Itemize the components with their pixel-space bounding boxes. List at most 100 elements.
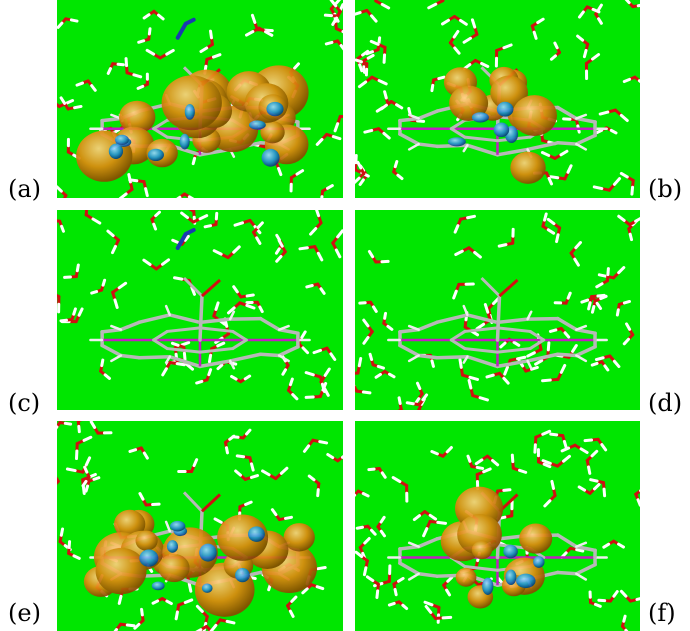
- water-molecule: [597, 590, 619, 603]
- panel-label-e: (e): [8, 599, 41, 627]
- water-molecule: [597, 266, 626, 280]
- water-molecule: [553, 291, 572, 305]
- water-molecule: [329, 0, 342, 26]
- water-molecule: [252, 221, 264, 245]
- water-molecule: [534, 341, 551, 366]
- water-molecule: [549, 432, 568, 449]
- orbital-lobe-positive: [113, 509, 146, 539]
- water-molecule: [142, 9, 165, 21]
- water-molecule: [289, 169, 305, 193]
- orbital-lobe-positive: [158, 553, 190, 583]
- water-molecules: [355, 212, 640, 410]
- water-molecule: [412, 510, 438, 522]
- water-molecule: [89, 421, 113, 435]
- water-molecule: [462, 58, 490, 71]
- orbital-lobe-positive: [135, 530, 158, 551]
- water-molecule: [387, 600, 409, 611]
- panel-label-d: (d): [648, 389, 683, 417]
- water-molecule: [298, 245, 324, 262]
- molecule-render-a: [57, 0, 343, 198]
- water-molecule: [362, 318, 374, 345]
- water-molecule: [75, 435, 93, 461]
- water-molecule: [622, 75, 640, 84]
- water-molecule: [209, 618, 236, 631]
- orbital-isosurface: [83, 509, 318, 617]
- water-molecule: [546, 217, 562, 244]
- water-molecule: [617, 214, 640, 227]
- orbital-lobe-negative: [147, 148, 164, 162]
- orbital-lobe-negative: [170, 520, 186, 532]
- orbital-lobe-negative: [248, 120, 266, 130]
- water-molecule: [376, 515, 386, 538]
- water-molecule: [391, 476, 409, 503]
- water-molecule: [615, 299, 631, 317]
- water-molecule: [326, 452, 343, 463]
- water-molecule: [261, 466, 289, 481]
- water-molecule: [592, 177, 622, 192]
- water-molecule: [57, 421, 73, 430]
- orbital-lobe-negative: [166, 540, 179, 553]
- water-molecule: [331, 229, 343, 259]
- water-molecule: [355, 357, 363, 375]
- orbital-isosurface: [76, 65, 309, 182]
- water-molecule: [305, 282, 326, 295]
- water-molecule: [595, 267, 610, 289]
- water-molecule: [562, 117, 581, 134]
- water-molecule: [287, 377, 299, 401]
- water-molecule: [106, 229, 120, 255]
- orbital-lobe-negative: [235, 568, 250, 583]
- molecule-render-c: [57, 210, 343, 401]
- orbital-lobe-positive: [512, 95, 557, 136]
- water-molecule: [369, 39, 387, 64]
- water-molecule: [590, 360, 610, 372]
- water-molecule: [374, 370, 396, 379]
- orbital-lobe-positive: [119, 100, 156, 134]
- water-molecule: [59, 96, 83, 111]
- water-molecule: [368, 352, 385, 370]
- water-molecule: [113, 622, 136, 631]
- water-molecule: [462, 18, 479, 44]
- water-molecule: [320, 184, 334, 198]
- orbital-lobe-negative: [505, 569, 517, 586]
- water-molecule: [231, 428, 252, 440]
- water-molecule: [475, 467, 492, 491]
- water-molecule: [161, 360, 186, 377]
- water-molecule: [57, 185, 68, 198]
- water-molecule: [324, 39, 343, 51]
- water-molecule: [382, 311, 394, 331]
- orbital-lobe-negative: [482, 577, 494, 595]
- water-molecule: [128, 446, 149, 460]
- orbital-lobe-negative: [503, 544, 518, 559]
- panel-f: [355, 421, 640, 631]
- water-molecule: [397, 396, 403, 410]
- water-molecule: [355, 160, 366, 184]
- water-molecule: [424, 605, 453, 620]
- water-molecule: [150, 210, 161, 231]
- orbital-lobe-negative: [201, 583, 213, 593]
- water-molecule: [57, 219, 65, 233]
- water-molecule: [90, 278, 107, 295]
- orbital-lobe-negative: [471, 112, 489, 123]
- water-molecule: [541, 454, 571, 468]
- water-molecule: [422, 519, 448, 538]
- water-molecule: [195, 604, 209, 631]
- panel-c: [57, 210, 343, 410]
- orbital-lobe-negative: [115, 134, 129, 145]
- water-molecule: [174, 598, 194, 621]
- water-molecule: [448, 29, 461, 55]
- water-molecule: [355, 384, 372, 395]
- water-molecule: [530, 17, 545, 40]
- water-molecule: [380, 100, 404, 111]
- panel-label-a: (a): [8, 175, 42, 203]
- orbital-lobe-positive: [449, 85, 489, 121]
- water-molecule: [118, 173, 134, 198]
- water-molecule: [227, 301, 256, 315]
- water-molecule: [355, 8, 378, 23]
- water-molecule: [302, 438, 329, 453]
- water-molecule: [133, 607, 145, 630]
- water-molecule: [212, 245, 241, 260]
- porphyrin-framework: [387, 276, 608, 370]
- water-molecule: [138, 492, 161, 507]
- water-molecule: [233, 218, 262, 235]
- water-molecule: [442, 575, 454, 597]
